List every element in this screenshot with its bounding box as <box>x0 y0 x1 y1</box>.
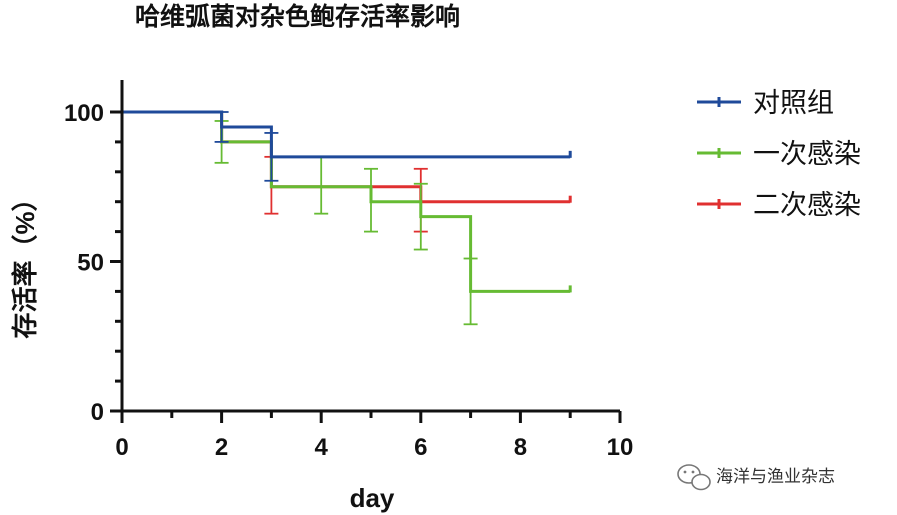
x-tick-label: 4 <box>315 434 329 461</box>
x-axis-label: day <box>350 483 395 513</box>
legend-label: 一次感染 <box>753 139 861 170</box>
plot-area <box>122 110 572 326</box>
x-tick-label: 8 <box>514 434 527 461</box>
x-tick-label: 10 <box>607 434 634 461</box>
legend-item: 二次感染 <box>697 190 861 221</box>
series-1 <box>122 110 572 182</box>
y-tick-label: 100 <box>64 100 104 127</box>
legend-item: 一次感染 <box>697 139 861 170</box>
chart-title: 哈维弧菌对杂色鲍存活率影响 <box>135 2 460 31</box>
legend-label: 对照组 <box>753 88 834 119</box>
watermark: 海洋与渔业杂志 <box>677 464 835 491</box>
y-tick-label: 0 <box>91 399 104 426</box>
legend-label: 二次感染 <box>753 190 861 221</box>
x-tick-label: 2 <box>215 434 228 461</box>
y-axis-label: 存活率（%） <box>10 185 40 338</box>
legend-item: 对照组 <box>697 88 834 119</box>
watermark-text: 海洋与渔业杂志 <box>716 467 835 487</box>
series-line <box>122 110 571 159</box>
wechat-icon <box>677 464 711 491</box>
series-3 <box>122 110 572 233</box>
x-tick-label: 6 <box>414 434 427 461</box>
y-tick-label: 50 <box>77 250 104 277</box>
series-2 <box>122 110 572 326</box>
x-tick-label: 0 <box>115 434 128 461</box>
